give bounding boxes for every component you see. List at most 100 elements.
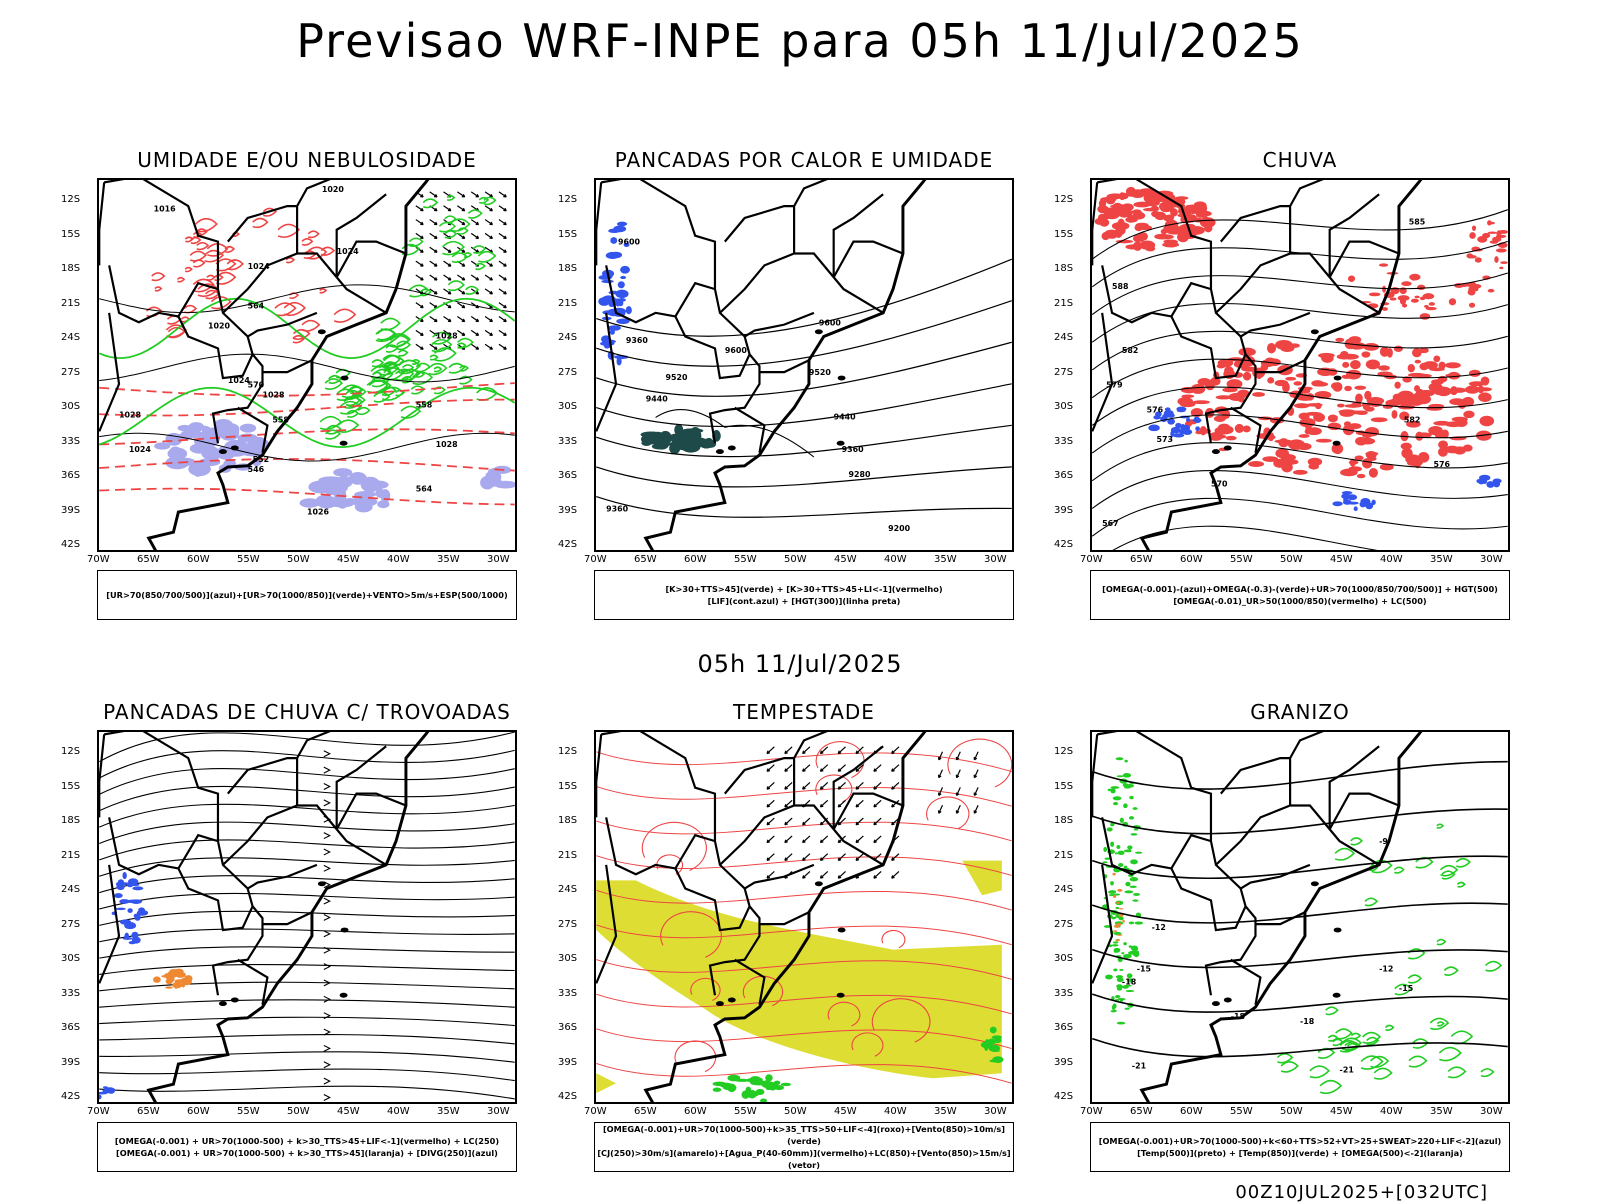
wind850-vector	[785, 824, 788, 825]
streamline	[99, 1000, 515, 1007]
rain-shade	[1165, 240, 1178, 247]
rain-shade	[1275, 448, 1289, 458]
humidity-850-shade	[240, 424, 256, 433]
temp850-contour	[1110, 788, 1115, 793]
lake-mark	[1333, 993, 1341, 998]
rain-shade	[1305, 412, 1322, 416]
wind850-shade	[747, 1091, 759, 1097]
wind850-shade	[761, 1080, 771, 1088]
contour-label: 9520	[665, 373, 688, 382]
wind850-shade	[992, 1049, 1000, 1052]
wind850-vector	[874, 788, 877, 789]
wind850-vector	[856, 788, 859, 789]
wind850-vector	[767, 871, 774, 878]
rain-shade	[1243, 372, 1251, 381]
temp850-contour	[1105, 975, 1113, 980]
lake-mark	[231, 998, 239, 1003]
lake-mark	[838, 928, 846, 933]
lat-label: 39S	[558, 1057, 577, 1068]
streamline	[99, 982, 515, 991]
contour-label: 9360	[626, 336, 649, 345]
rain-shade	[1499, 267, 1503, 270]
humidity-1000-contour	[434, 367, 441, 371]
temp850-contour	[1326, 1007, 1338, 1014]
temp850-contour	[1117, 1022, 1126, 1025]
hgt500-contour	[1092, 498, 1508, 536]
lat-label: 21S	[558, 850, 577, 861]
wind850-vector	[820, 871, 827, 878]
rain-shade	[1365, 452, 1378, 456]
lat-label: 42S	[1054, 539, 1073, 550]
lon-label: 30W	[984, 554, 1007, 565]
lake-mark	[838, 376, 846, 381]
temp500-contour	[1092, 1039, 1508, 1057]
lon-label: 40W	[1380, 554, 1403, 565]
lat-label: 30S	[61, 401, 80, 412]
omega500-shade	[1119, 908, 1124, 909]
wind850-vector	[803, 753, 806, 754]
lat-label: 36S	[1054, 470, 1073, 481]
rain-shade	[1423, 361, 1438, 369]
country-border	[1092, 734, 1097, 817]
rain-shade	[1472, 284, 1481, 289]
temp850-contour	[1116, 757, 1124, 760]
lat-label: 24S	[61, 884, 80, 895]
country-border	[834, 242, 903, 278]
contour-label: -15	[1137, 964, 1151, 973]
country-border	[1216, 806, 1330, 865]
rain-shade	[1342, 354, 1358, 360]
humidity-850-shade	[333, 468, 352, 477]
wind850-vector	[892, 753, 895, 754]
lat-label: 18S	[1054, 815, 1073, 826]
wind850-shade	[723, 1085, 732, 1090]
contour-label: 1020	[322, 185, 345, 194]
humidity-850-shade	[361, 477, 381, 492]
omega-shade	[1176, 407, 1186, 412]
lif-contour	[618, 281, 625, 288]
temp850-contour	[1129, 796, 1133, 799]
wind850-vector	[838, 877, 841, 878]
hgt-contour	[596, 467, 1012, 487]
temp850-contour	[1117, 987, 1122, 991]
streamline	[99, 858, 515, 876]
wind850-vector	[874, 765, 881, 772]
humidity-1000-contour	[423, 199, 437, 207]
temp850-contour	[1130, 877, 1139, 881]
lif-contour	[608, 325, 621, 331]
wind850-vector	[838, 765, 845, 772]
lon-label: 45W	[337, 554, 360, 565]
rain-shade	[1328, 415, 1338, 423]
streamline-arrow	[324, 914, 330, 920]
wind850-vector	[767, 788, 770, 789]
rain-shade	[1132, 209, 1141, 214]
wind850-vector	[856, 836, 863, 843]
temp850-contour	[1125, 882, 1130, 887]
hgt500-contour	[1092, 273, 1508, 315]
temp850-contour	[1444, 967, 1457, 975]
rain-shade	[1112, 222, 1130, 230]
thunderstorm-shade	[165, 986, 173, 988]
wind850-vector	[856, 806, 859, 807]
streamline	[99, 732, 515, 762]
lat-label: 42S	[61, 539, 80, 550]
lon-label: 55W	[734, 554, 757, 565]
legend-line: [CJ(250)>30m/s](amarelo)+[Agua_P(40-60mm…	[595, 1147, 1013, 1171]
contour-label: 558	[416, 401, 433, 410]
lon-label: 70W	[87, 554, 110, 565]
humidity-1000-contour	[468, 210, 481, 218]
temp850-contour	[1115, 995, 1121, 998]
temp850-contour	[1119, 969, 1123, 971]
divergence-shade	[132, 937, 141, 944]
streamline	[99, 911, 515, 925]
rain-shade	[1411, 299, 1419, 303]
rain-shade	[1267, 343, 1276, 353]
lat-label: 39S	[61, 1057, 80, 1068]
wind850-vector	[820, 800, 827, 807]
thickness-contour	[185, 268, 192, 272]
lat-label: 18S	[61, 263, 80, 274]
omega500-shade	[1114, 930, 1118, 932]
lat-label: 36S	[558, 1022, 577, 1033]
streamline-arrow	[324, 964, 330, 970]
temp850-contour	[1123, 942, 1127, 945]
lat-label: 42S	[1054, 1091, 1073, 1102]
